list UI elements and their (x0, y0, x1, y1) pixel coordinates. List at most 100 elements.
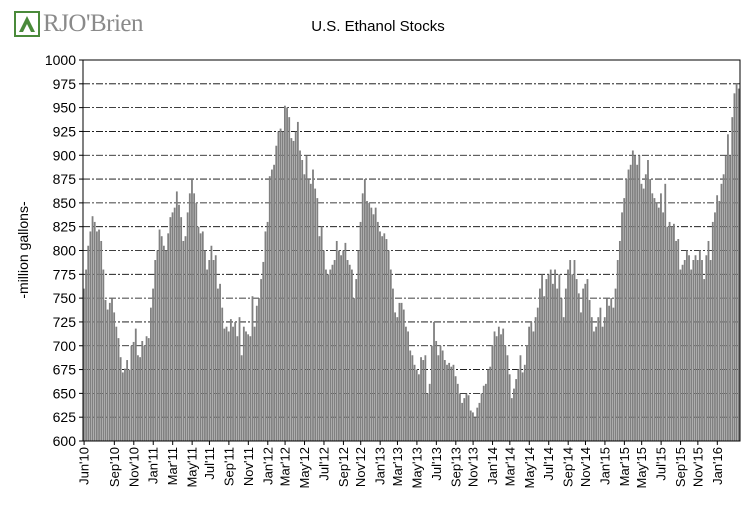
bar (147, 338, 150, 441)
bar (526, 345, 528, 441)
bar (260, 279, 263, 441)
bar (162, 245, 165, 441)
bar (156, 250, 159, 441)
bar (435, 340, 438, 441)
bar (426, 393, 429, 442)
bar (318, 236, 321, 441)
bar (165, 250, 167, 441)
bar (530, 321, 533, 441)
bar (238, 317, 241, 441)
bar (150, 307, 152, 441)
bar (193, 193, 196, 441)
bar (379, 231, 381, 441)
bar (199, 233, 202, 441)
bar (225, 326, 228, 441)
bar (392, 288, 394, 441)
bar (325, 269, 327, 441)
bar (664, 183, 667, 441)
x-tick-label: Jan'14 (485, 447, 500, 485)
bar (593, 331, 595, 441)
bar (428, 383, 431, 441)
bar (722, 174, 725, 442)
bar (124, 368, 126, 441)
bar (262, 261, 265, 441)
bar (487, 369, 489, 441)
bar (292, 140, 295, 441)
bar (363, 179, 366, 441)
bar (606, 298, 608, 442)
bar (216, 288, 219, 441)
bar (366, 200, 368, 441)
bar (489, 366, 492, 441)
bar (681, 264, 684, 441)
bar (424, 355, 427, 441)
y-tick-label: 775 (53, 266, 77, 282)
bar (653, 198, 656, 441)
bar (631, 150, 634, 442)
x-tick-label: Sep'10 (107, 447, 122, 487)
bar (331, 264, 334, 441)
bar (191, 179, 193, 441)
y-tick-label: 600 (53, 433, 77, 449)
bar (636, 164, 639, 441)
bar (556, 288, 559, 441)
bar (731, 117, 734, 442)
bar (400, 302, 403, 441)
bar (322, 250, 325, 441)
bar (117, 338, 120, 441)
bar (348, 264, 351, 441)
bar (716, 195, 719, 441)
bar (173, 207, 176, 441)
bar (83, 288, 85, 441)
x-tick-label: Mar'11 (165, 447, 180, 485)
x-axis-ticks: Jun'10 Sep'10 Nov'10 Jan'11 Mar'11 May'11 Jul'… (77, 441, 725, 489)
x-tick-label: Jul'15 (654, 447, 669, 481)
bar (480, 393, 483, 442)
bar (709, 260, 712, 441)
bar (580, 312, 582, 441)
bar (549, 269, 552, 441)
bar (247, 334, 250, 441)
x-tick-label: Nov'12 (353, 447, 368, 487)
bar (219, 283, 221, 441)
bar (143, 345, 146, 441)
x-tick-label: Jul'12 (317, 447, 332, 481)
bar (130, 345, 133, 441)
bar (374, 207, 377, 441)
bar (184, 236, 187, 441)
x-tick-label: Jan'13 (373, 447, 388, 485)
x-tick-label: Sep'14 (561, 447, 576, 487)
bar (178, 204, 180, 441)
bar (472, 412, 474, 441)
bar (314, 188, 317, 441)
bar (551, 283, 554, 441)
bar (640, 183, 643, 441)
bar (115, 326, 118, 441)
bar (128, 369, 131, 441)
bar (660, 193, 662, 441)
y-tick-label: 650 (53, 385, 77, 401)
bar (523, 364, 526, 441)
bar (407, 331, 409, 441)
bar (618, 240, 621, 441)
bar (577, 293, 580, 441)
y-tick-label: 800 (53, 243, 77, 259)
bar (459, 393, 461, 442)
bar (333, 260, 336, 441)
bar (273, 164, 275, 441)
bar (417, 374, 420, 441)
x-tick-label: Jul'14 (541, 447, 556, 481)
bar (610, 298, 613, 442)
bar (338, 250, 340, 441)
bar (515, 379, 518, 441)
bar (539, 288, 541, 441)
bar (383, 233, 386, 441)
bar (145, 336, 148, 441)
bar (666, 226, 669, 441)
bar (249, 336, 252, 441)
bar (154, 260, 157, 441)
bar (567, 269, 569, 441)
y-tick-label: 750 (53, 290, 77, 306)
bar (558, 274, 561, 441)
